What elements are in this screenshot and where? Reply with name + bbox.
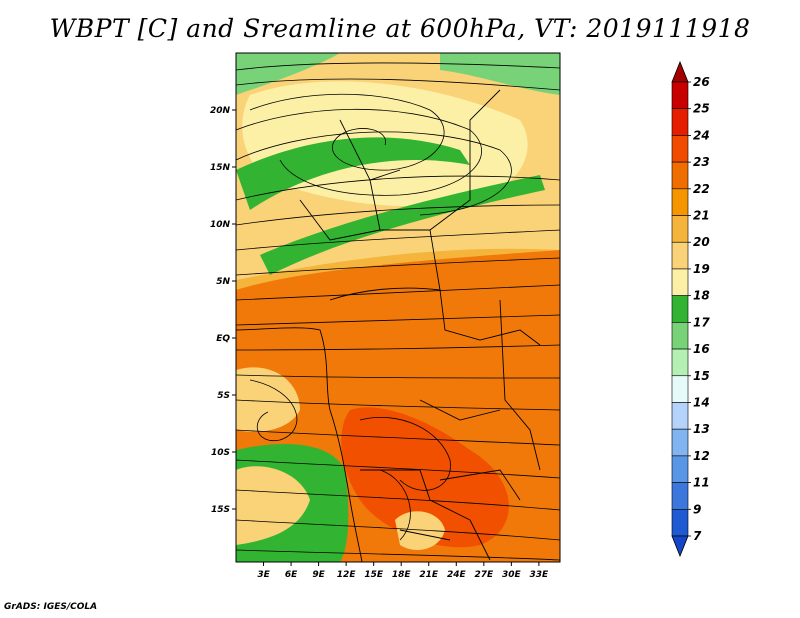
colorbar-label: 25 [693, 102, 710, 116]
country-borders [236, 89, 541, 562]
latitude-axis: 20N 15N 10N 5N EQ 5S 10S 15S [210, 106, 236, 515]
wbpt-region-green-nw [236, 53, 340, 95]
colorbar-swatch [671, 428, 689, 457]
wbpt-region-green-band1 [236, 137, 470, 210]
colorbar-label: 16 [693, 342, 710, 356]
lon-tick-label: 24E [447, 570, 467, 580]
lon-tick-label: 21E [419, 570, 439, 580]
map-panel [236, 53, 560, 562]
lat-tick-label: 15N [210, 163, 231, 173]
streamlines [236, 62, 560, 561]
wbpt-region-green-ne [440, 53, 560, 95]
colorbar-swatch [671, 135, 689, 163]
lat-tick-label: 20N [210, 106, 231, 116]
colorbar-label: 22 [693, 182, 710, 196]
wbpt-region-yellow-sw [236, 466, 310, 545]
lon-tick-label: 33E [530, 570, 550, 580]
wbpt-region-yellow-w [236, 367, 300, 432]
colorbar-label: 24 [693, 128, 710, 142]
colorbar: 26 25 24 23 22 21 20 19 18 17 16 15 14 13 12 11 9 7 [671, 60, 710, 558]
wbpt-region-green-band2 [260, 175, 545, 275]
colorbar-label: 13 [693, 422, 710, 436]
lat-tick-label: 10N [210, 220, 231, 230]
lat-tick-label: 10S [211, 448, 230, 458]
grads-credit: GrADS: IGES/COLA [4, 602, 98, 612]
colorbar-label: 18 [693, 289, 710, 303]
lon-tick-label: 18E [392, 570, 412, 580]
colorbar-swatch [671, 161, 689, 190]
colorbar-swatch [671, 455, 689, 483]
colorbar-swatch [671, 108, 689, 136]
colorbar-swatch [671, 268, 689, 296]
colorbar-swatch [671, 508, 689, 537]
lon-tick-label: 9E [312, 570, 325, 580]
colorbar-swatch [671, 241, 689, 270]
colorbar-swatch [671, 81, 689, 110]
lon-tick-label: 30E [502, 570, 522, 580]
colorbar-label: 17 [693, 315, 710, 329]
lat-tick-label: 5S [217, 391, 230, 401]
lon-tick-label: 15E [364, 570, 384, 580]
colorbar-label: 12 [693, 449, 710, 463]
colorbar-label: 20 [693, 235, 710, 249]
lon-tick-label: 3E [257, 570, 270, 580]
colorbar-swatch [671, 322, 689, 350]
lon-tick-label: 6E [285, 570, 298, 580]
wbpt-region-darkorange [341, 407, 509, 548]
colorbar-label: 11 [693, 476, 710, 490]
colorbar-over-triangle [671, 60, 689, 83]
colorbar-swatch [671, 402, 689, 430]
colorbar-label: 15 [693, 369, 710, 383]
lat-tick-label: 5N [216, 277, 230, 287]
colorbar-swatch [671, 188, 689, 216]
colorbar-label: 14 [693, 395, 710, 409]
colorbar-label: 19 [693, 262, 710, 276]
chart-title: WBPT [C] and Sreamline at 600hPa, VT: 20… [49, 14, 751, 43]
colorbar-label: 9 [693, 502, 701, 516]
map-frame [235, 52, 561, 563]
lon-tick-label: 12E [337, 570, 357, 580]
colorbar-swatch [671, 375, 689, 403]
lon-tick-label: 27E [474, 570, 494, 580]
colorbar-swatch [671, 482, 689, 510]
colorbar-swatch [671, 295, 689, 323]
lat-tick-label: EQ [216, 334, 230, 344]
longitude-axis: 3E 6E 9E 12E 15E 18E 21E 24E 27E 30E 33E [257, 562, 549, 580]
wbpt-region-yellow-s [395, 511, 445, 550]
colorbar-label: 23 [693, 155, 710, 169]
lat-tick-label: 15S [211, 505, 230, 515]
colorbar-swatch [671, 215, 689, 243]
colorbar-label: 7 [693, 529, 702, 543]
colorbar-swatch [671, 348, 689, 377]
colorbar-under-triangle [671, 535, 689, 558]
colorbar-label: 21 [693, 209, 710, 223]
colorbar-label: 26 [693, 75, 710, 89]
